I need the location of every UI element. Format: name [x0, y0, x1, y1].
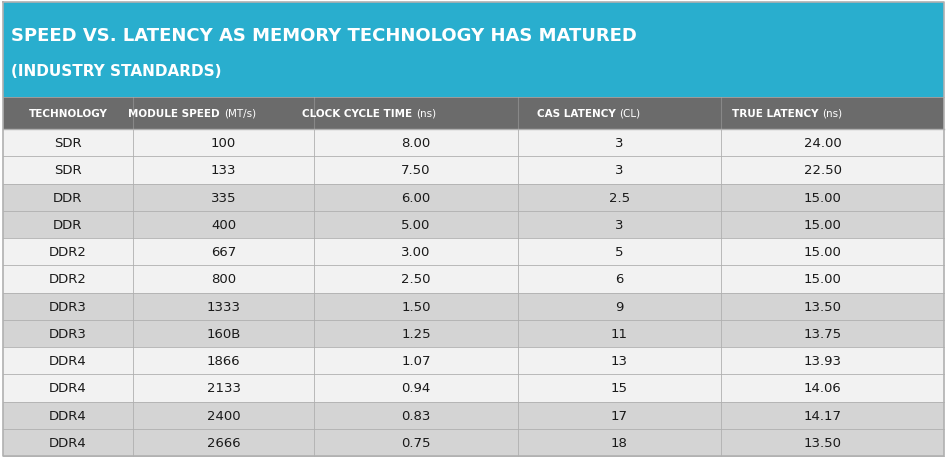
Text: (ns): (ns) — [416, 109, 437, 119]
Text: 667: 667 — [211, 246, 237, 258]
Text: TRUE LATENCY: TRUE LATENCY — [732, 109, 823, 119]
Text: DDR: DDR — [53, 191, 82, 204]
Text: 2.5: 2.5 — [609, 191, 630, 204]
Text: 15.00: 15.00 — [804, 218, 842, 231]
Text: 335: 335 — [211, 191, 237, 204]
Text: (ns): (ns) — [823, 109, 843, 119]
Text: SDR: SDR — [54, 137, 81, 150]
Text: 17: 17 — [611, 409, 628, 422]
Bar — [3, 98, 944, 130]
Text: 15.00: 15.00 — [804, 273, 842, 286]
Text: 6.00: 6.00 — [402, 191, 431, 204]
Text: 18: 18 — [611, 436, 628, 449]
Text: 22.50: 22.50 — [804, 164, 842, 177]
Bar — [3, 347, 944, 375]
Text: 9: 9 — [616, 300, 623, 313]
Text: DDR4: DDR4 — [49, 436, 87, 449]
Bar — [3, 130, 944, 157]
Text: 133: 133 — [211, 164, 237, 177]
Text: 1.50: 1.50 — [402, 300, 431, 313]
Text: 24.00: 24.00 — [804, 137, 842, 150]
Text: 3.00: 3.00 — [402, 246, 431, 258]
Text: 1.07: 1.07 — [402, 354, 431, 367]
Bar — [3, 157, 944, 184]
Text: 6: 6 — [616, 273, 623, 286]
Text: 15: 15 — [611, 381, 628, 395]
Text: 2666: 2666 — [206, 436, 241, 449]
Bar — [3, 429, 944, 456]
Text: 0.83: 0.83 — [402, 409, 431, 422]
Text: 15.00: 15.00 — [804, 246, 842, 258]
Text: DDR: DDR — [53, 218, 82, 231]
Text: DDR2: DDR2 — [49, 246, 87, 258]
Bar — [3, 3, 944, 98]
Bar — [3, 293, 944, 320]
Text: CLOCK CYCLE TIME: CLOCK CYCLE TIME — [302, 109, 416, 119]
Bar — [3, 320, 944, 347]
Text: 2400: 2400 — [206, 409, 241, 422]
Bar — [3, 266, 944, 293]
Text: 13.75: 13.75 — [804, 327, 842, 340]
Text: 5: 5 — [616, 246, 624, 258]
Text: 0.94: 0.94 — [402, 381, 431, 395]
Text: 13.93: 13.93 — [804, 354, 842, 367]
Text: 100: 100 — [211, 137, 237, 150]
Text: SDR: SDR — [54, 164, 81, 177]
Text: 1333: 1333 — [206, 300, 241, 313]
Text: 400: 400 — [211, 218, 236, 231]
Text: CAS LATENCY: CAS LATENCY — [537, 109, 619, 119]
Text: (INDUSTRY STANDARDS): (INDUSTRY STANDARDS) — [11, 63, 222, 78]
Text: DDR4: DDR4 — [49, 409, 87, 422]
Text: 800: 800 — [211, 273, 236, 286]
Text: 13: 13 — [611, 354, 628, 367]
Text: SPEED VS. LATENCY AS MEMORY TECHNOLOGY HAS MATURED: SPEED VS. LATENCY AS MEMORY TECHNOLOGY H… — [11, 27, 637, 45]
Text: (CL): (CL) — [619, 109, 640, 119]
Bar — [3, 239, 944, 266]
Text: 8.00: 8.00 — [402, 137, 431, 150]
Text: 1866: 1866 — [206, 354, 241, 367]
Text: 13.50: 13.50 — [804, 300, 842, 313]
Text: 14.17: 14.17 — [804, 409, 842, 422]
Text: (MT/s): (MT/s) — [223, 109, 256, 119]
Text: 3: 3 — [616, 164, 624, 177]
Text: 2133: 2133 — [206, 381, 241, 395]
Bar — [3, 211, 944, 239]
Text: 3: 3 — [616, 137, 624, 150]
Text: DDR4: DDR4 — [49, 381, 87, 395]
Text: TECHNOLOGY: TECHNOLOGY — [28, 109, 107, 119]
Text: 15.00: 15.00 — [804, 191, 842, 204]
Text: 5.00: 5.00 — [402, 218, 431, 231]
Text: DDR3: DDR3 — [49, 327, 87, 340]
Text: 14.06: 14.06 — [804, 381, 842, 395]
Text: 2.50: 2.50 — [402, 273, 431, 286]
Text: 0.75: 0.75 — [402, 436, 431, 449]
Text: 7.50: 7.50 — [402, 164, 431, 177]
Text: 1.25: 1.25 — [402, 327, 431, 340]
Text: 3: 3 — [616, 218, 624, 231]
Bar — [3, 184, 944, 211]
Text: DDR2: DDR2 — [49, 273, 87, 286]
Text: DDR3: DDR3 — [49, 300, 87, 313]
Text: MODULE SPEED: MODULE SPEED — [129, 109, 223, 119]
Text: 13.50: 13.50 — [804, 436, 842, 449]
Text: 160B: 160B — [206, 327, 241, 340]
Text: 11: 11 — [611, 327, 628, 340]
Bar — [3, 402, 944, 429]
Bar — [3, 375, 944, 402]
Text: DDR4: DDR4 — [49, 354, 87, 367]
